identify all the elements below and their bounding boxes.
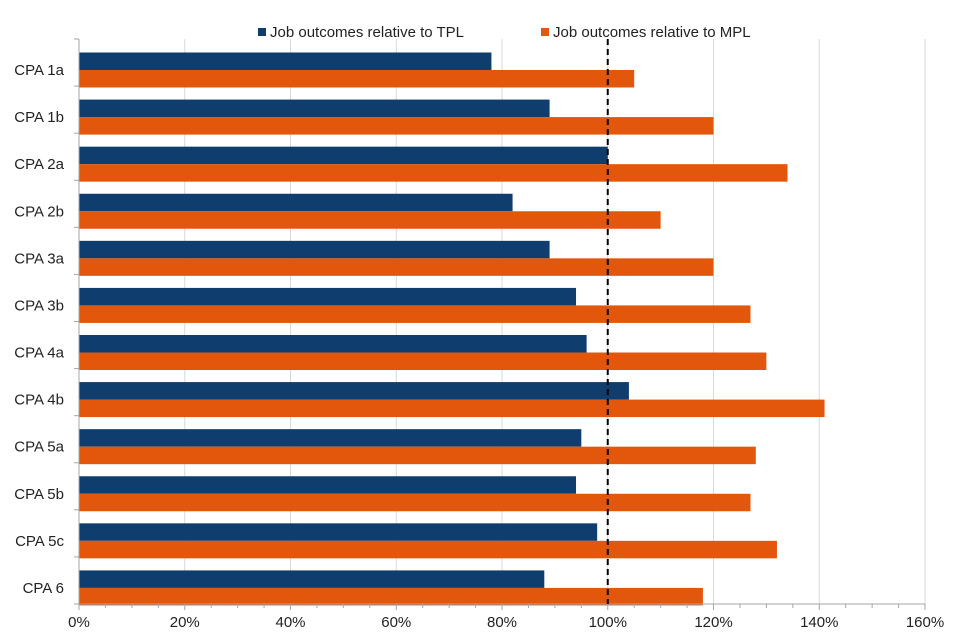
bar-mpl-cpa-5c [79,540,777,559]
bar-mpl-cpa-1a [79,70,635,88]
bar-mpl-cpa-1b [79,117,714,135]
x-tick-label: 0% [68,614,90,631]
bar-tpl-cpa-4a [79,335,587,353]
x-tick-label: 80% [487,614,517,631]
bar-mpl-cpa-5b [79,493,751,512]
bar-mpl-cpa-2b [79,211,661,229]
bar-tpl-cpa-1b [79,99,550,118]
x-tick-label: 40% [275,614,305,631]
x-tick-label: 20% [170,614,200,631]
category-label: CPA 1a [14,62,64,79]
legend-label-mpl: Job outcomes relative to MPL [553,24,751,41]
category-label: CPA 6 [23,580,64,597]
category-label: CPA 5c [15,533,64,550]
category-label: CPA 4b [14,392,64,409]
category-label: CPA 4a [14,345,64,362]
bar-tpl-cpa-6 [79,570,545,588]
legend-label-tpl: Job outcomes relative to TPL [270,24,464,41]
bar-tpl-cpa-2a [79,146,608,165]
axes [74,38,926,610]
category-label: CPA 1b [14,109,64,126]
bar-tpl-cpa-2b [79,193,513,212]
bar-mpl-cpa-4b [79,399,825,418]
x-tick-label: 100% [589,614,627,631]
x-tick-label: 60% [381,614,411,631]
bar-mpl-cpa-3b [79,305,751,323]
tick-labels: 0% 20% 40% 60% 80% 100% 120% 140% 160% [68,614,944,631]
bar-mpl-cpa-3a [79,258,714,276]
bar-tpl-cpa-3b [79,287,577,306]
category-label: CPA 3a [14,250,64,267]
bar-mpl-cpa-6 [79,587,703,606]
bar-tpl-cpa-5b [79,476,577,494]
category-label: CPA 2b [14,203,64,220]
bar-tpl-cpa-5c [79,523,598,541]
legend: Job outcomes relative to TPL Job outcome… [258,24,751,41]
bar-tpl-cpa-3a [79,240,550,259]
category-label: CPA 2a [14,156,64,173]
bar-mpl-cpa-4a [79,352,767,370]
category-label: CPA 3b [14,297,64,314]
bar-tpl-cpa-5a [79,429,582,447]
category-labels: CPA 1a CPA 1b CPA 2a CPA 2b CPA 3a CPA 3b CPA … [14,62,64,597]
bars [79,52,825,606]
legend-swatch-mpl [541,28,549,36]
legend-swatch-tpl [258,28,266,36]
x-tick-label: 160% [906,614,944,631]
category-label: CPA 5a [14,439,64,456]
bar-mpl-cpa-2a [79,164,788,182]
category-label: CPA 5b [14,486,64,503]
bar-tpl-cpa-1a [79,52,492,70]
bar-mpl-cpa-5a [79,446,756,465]
x-tick-label: 120% [694,614,732,631]
bar-tpl-cpa-4b [79,382,629,400]
x-tick-label: 140% [800,614,838,631]
